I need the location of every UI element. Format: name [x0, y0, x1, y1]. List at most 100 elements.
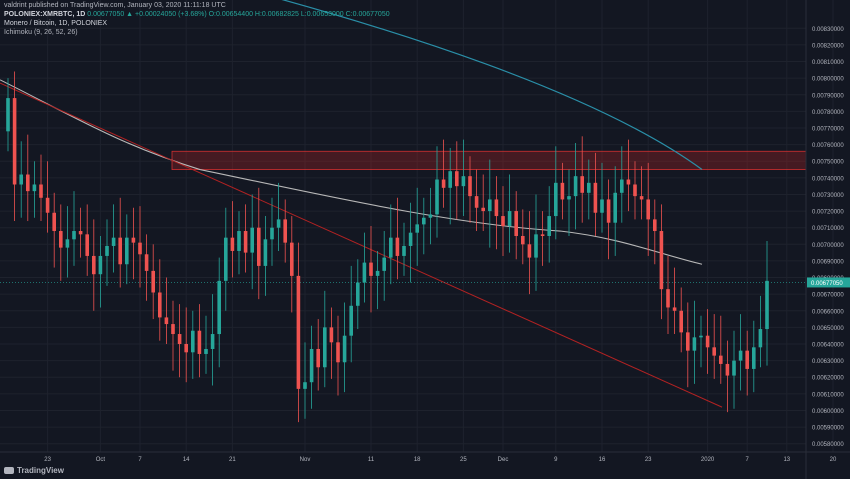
x-tick-label: 23: [645, 457, 652, 463]
candle-body: [349, 305, 353, 336]
candle-body: [600, 199, 604, 213]
candle-body: [666, 289, 670, 308]
y-tick-label: 0.00650000: [812, 326, 844, 332]
x-tick-label: 20: [830, 457, 837, 463]
candle-body: [210, 334, 215, 349]
candle-body: [646, 199, 650, 220]
candle-body: [217, 280, 221, 335]
candle-body: [111, 237, 116, 246]
candle-body: [422, 217, 426, 225]
candle-body: [765, 280, 769, 330]
y-tick-label: 0.00630000: [812, 359, 844, 365]
x-tick-label: Nov: [300, 457, 311, 463]
candle-body: [270, 227, 274, 240]
candle-body: [699, 335, 703, 338]
candle-body: [329, 327, 334, 343]
candle-body: [547, 216, 551, 236]
candle-body: [389, 237, 393, 258]
y-tick-label: 0.00760000: [812, 143, 844, 149]
y-tick-label: 0.00710000: [812, 226, 844, 232]
y-tick-label: 0.00660000: [812, 309, 844, 315]
candle-body: [290, 242, 294, 276]
x-tick-label: 11: [368, 457, 375, 463]
candle-body: [369, 262, 373, 276]
short-moving-average-line: [0, 79, 703, 265]
x-tick-label: 25: [460, 457, 467, 463]
y-tick-label: 0.00620000: [812, 376, 844, 382]
candle-body: [606, 199, 611, 223]
y-tick-label: 0.00800000: [812, 77, 844, 83]
ohlc-values: 0.00677050 ▲ +0.00024050 (+3.68%) O:0.00…: [87, 11, 390, 18]
x-tick-label: 14: [183, 457, 190, 463]
candle-body: [356, 282, 360, 306]
candle-body: [573, 176, 578, 197]
candle-body: [705, 335, 710, 348]
candle-body: [468, 176, 472, 197]
candle-body: [448, 171, 452, 188]
candle-body: [527, 244, 532, 258]
candle-body: [362, 262, 367, 283]
candle-body: [92, 255, 96, 275]
candle-body: [758, 329, 763, 348]
publish-info: valdrint published on TradingView.com, J…: [4, 2, 226, 9]
candle-body: [521, 236, 525, 245]
x-tick-label: 16: [599, 457, 606, 463]
descending-trendline: [0, 82, 723, 408]
x-tick-label: 21: [229, 457, 236, 463]
candle-body: [653, 219, 657, 232]
y-tick-label: 0.00720000: [812, 210, 844, 216]
y-tick-label: 0.00830000: [812, 27, 844, 33]
candle-body: [639, 196, 644, 200]
candle-body: [540, 234, 545, 236]
candle-body: [494, 199, 499, 217]
candle-body: [408, 232, 413, 246]
y-tick-label: 0.00600000: [812, 409, 844, 415]
candle-body: [375, 270, 380, 276]
grid: [0, 0, 834, 452]
candle-body: [59, 231, 63, 248]
y-tick-label: 0.00590000: [812, 426, 844, 432]
candle-body: [481, 207, 485, 212]
x-tick-label: 9: [554, 457, 558, 463]
candle-body: [177, 334, 182, 344]
candle-body: [461, 176, 466, 187]
candle-body: [395, 237, 400, 256]
candle-body: [501, 216, 505, 227]
x-tick-label: 18: [414, 457, 421, 463]
candle-body: [171, 324, 175, 335]
candle-body: [158, 292, 162, 318]
candle-body: [613, 192, 617, 223]
candle-body: [441, 179, 446, 188]
candle-body: [488, 199, 492, 212]
y-tick-label: 0.00730000: [812, 193, 844, 199]
candle-body: [191, 330, 195, 353]
candle-body: [633, 184, 637, 197]
candle-body: [257, 227, 261, 266]
candle-body: [560, 182, 565, 200]
candle-body: [263, 239, 268, 266]
current-price-label: 0.00677050: [811, 281, 843, 287]
candle-body: [659, 231, 664, 290]
candle-body: [26, 174, 30, 192]
candle-body: [474, 196, 479, 208]
candle-body: [197, 330, 202, 354]
tradingview-logo-icon: [4, 467, 14, 474]
candle-body: [554, 182, 558, 217]
symbol-line: POLONIEX:XMRBTC, 1D 0.00677050 ▲ +0.0002…: [4, 11, 390, 18]
candle-body: [580, 176, 584, 193]
candle-body: [507, 211, 512, 227]
candle-body: [686, 332, 690, 351]
candle-body: [131, 237, 136, 243]
y-tick-label: 0.00770000: [812, 127, 844, 133]
indicator-label: Ichimoku (9, 26, 52, 26): [4, 29, 78, 36]
candle-body: [65, 239, 70, 248]
candle-body: [224, 237, 228, 281]
candle-body: [78, 231, 83, 235]
candle-body: [151, 270, 155, 293]
candle-body: [309, 348, 314, 383]
candle-body: [303, 382, 307, 389]
candle-body: [45, 197, 50, 213]
